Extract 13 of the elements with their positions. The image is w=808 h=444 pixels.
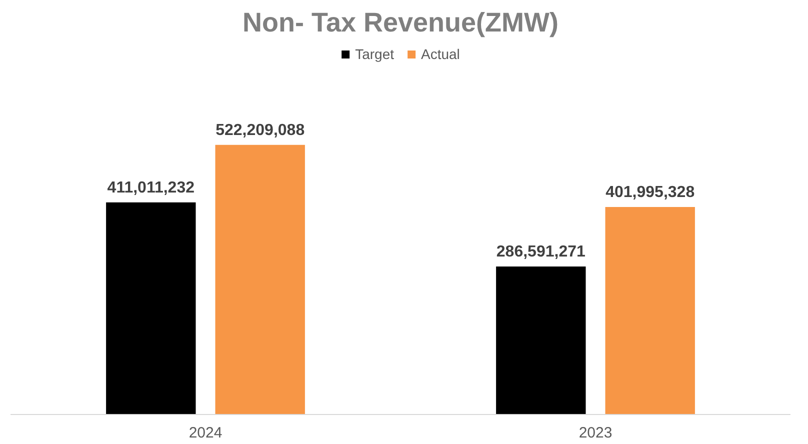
chart-title: Non- Tax Revenue(ZMW) — [242, 8, 558, 38]
legend-label: Actual — [421, 46, 460, 62]
bar — [605, 206, 695, 414]
data-label: 411,011,232 — [107, 179, 195, 196]
legend-label: Target — [355, 46, 394, 62]
bar — [496, 266, 586, 414]
data-label: 401,995,328 — [606, 184, 695, 201]
bar — [106, 202, 196, 414]
x-tick-label: 2024 — [188, 424, 222, 442]
bar — [215, 144, 305, 414]
data-label: 286,591,271 — [496, 244, 586, 261]
x-tick-label: 2023 — [578, 424, 612, 442]
data-label: 522,209,088 — [216, 122, 305, 139]
